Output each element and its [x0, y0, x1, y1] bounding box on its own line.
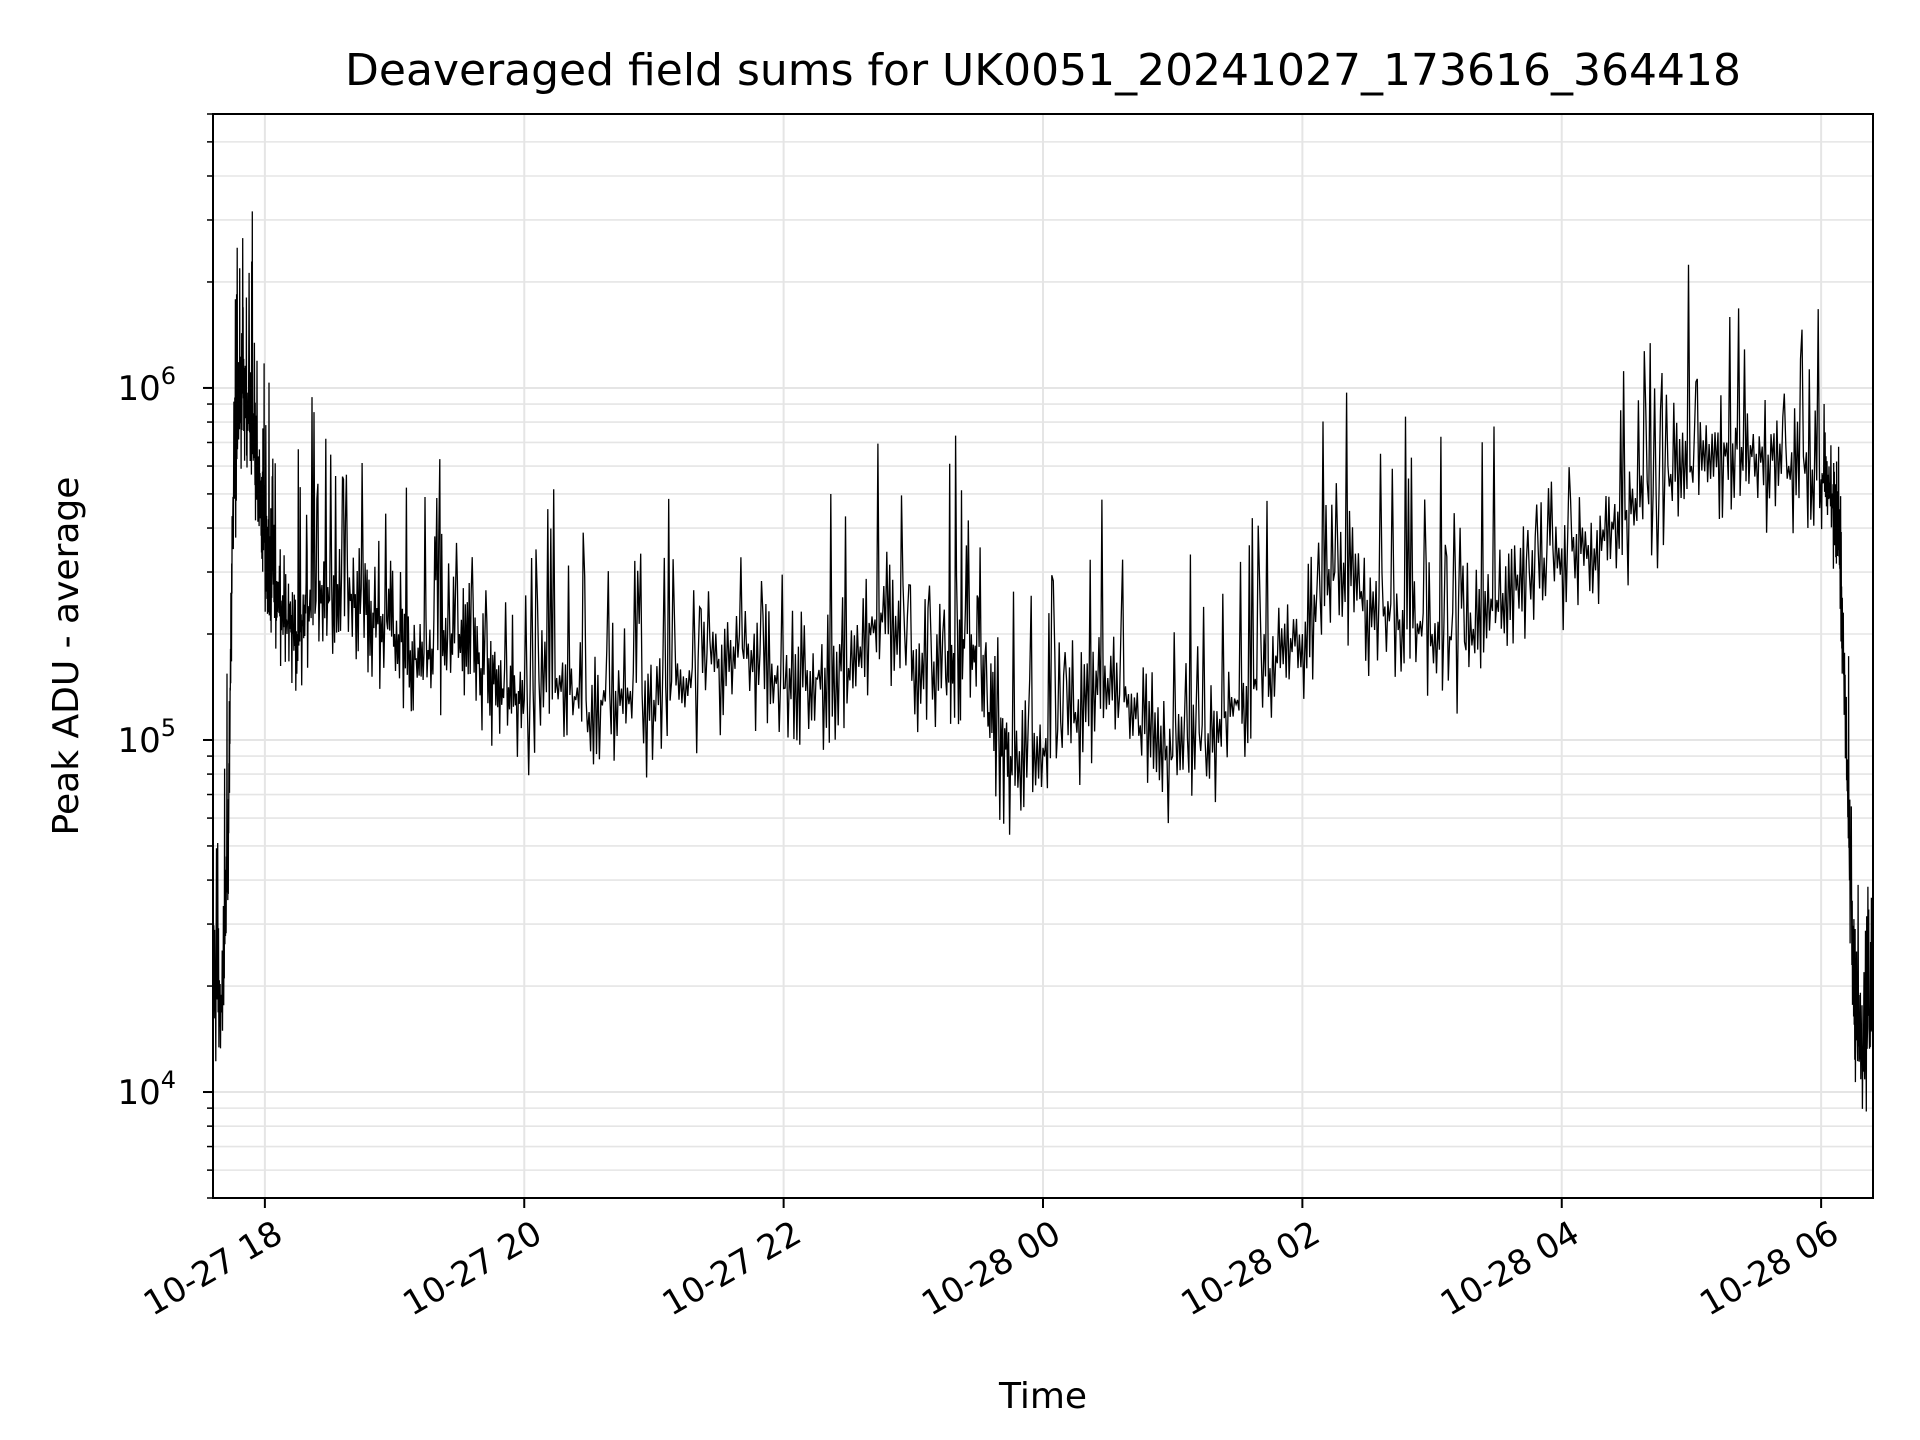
chart-title: Deaveraged field sums for UK0051_2024102… — [345, 45, 1741, 96]
grid — [213, 113, 1873, 1199]
y-tick-label: 106 — [117, 362, 176, 409]
x-axis-label: Time — [998, 1376, 1087, 1417]
y-axis-label: Peak ADU - average — [46, 477, 87, 836]
y-tick-label: 105 — [117, 714, 176, 761]
y-axis: 104 105 106 — [117, 113, 213, 1199]
series-line — [212, 211, 1874, 1112]
y-tick-label: 104 — [117, 1066, 176, 1113]
series-layer — [212, 211, 1874, 1112]
